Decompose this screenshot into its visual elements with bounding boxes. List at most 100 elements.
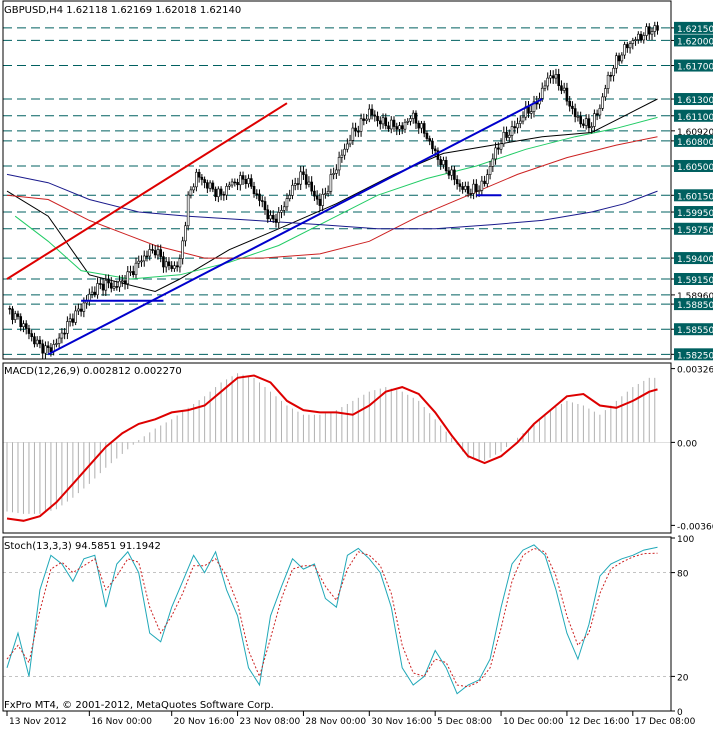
candle-body <box>255 193 259 196</box>
candle-body <box>13 313 17 320</box>
price-label-bg <box>674 348 713 361</box>
candle-body <box>343 148 346 156</box>
candle-body <box>650 31 654 35</box>
moving-average-ma-red <box>6 136 658 259</box>
candle-body <box>455 179 459 185</box>
candle-body <box>148 249 152 257</box>
candle-body <box>516 123 519 129</box>
candle-body <box>142 255 146 262</box>
time-tick-label: 20 Nov 16:00 <box>174 717 235 727</box>
candle-body <box>499 143 503 150</box>
candle-body <box>631 40 635 44</box>
candle-body <box>310 181 313 192</box>
candle-body <box>178 258 182 268</box>
price-frame <box>2 0 672 360</box>
moving-average-ma-navy <box>6 173 658 230</box>
price-tick-label: 1.61300 <box>677 96 713 106</box>
candle-body <box>159 249 163 257</box>
candle-body <box>22 323 25 327</box>
candle-body <box>230 181 234 186</box>
candle-body <box>269 215 272 220</box>
trend-line-upper-channel <box>6 102 288 280</box>
candle-body <box>260 200 264 202</box>
candle-body <box>170 265 173 269</box>
candle-body <box>601 96 604 109</box>
price-label-bg <box>674 272 713 285</box>
candle-body <box>126 271 130 285</box>
candle-body <box>411 112 415 119</box>
candle-body <box>16 313 20 317</box>
price-tick-label: 1.60150 <box>677 192 713 202</box>
candle-body <box>612 67 615 76</box>
candle-body <box>24 323 28 329</box>
candle-body <box>431 140 434 150</box>
price-label-bg <box>674 59 713 72</box>
macd-frame <box>2 362 672 534</box>
candle-body <box>642 35 646 41</box>
candle-body <box>554 74 558 79</box>
candle-body <box>44 345 47 354</box>
candle-body <box>222 194 226 196</box>
time-tick-label: 17 Dec 08:00 <box>635 717 696 727</box>
price-header: GBPUSD,H4 1.62118 1.62169 1.62018 1.6214… <box>4 5 241 16</box>
candle-body <box>576 116 580 118</box>
candle-body <box>425 133 429 139</box>
candle-body <box>115 286 119 288</box>
candle-body <box>219 188 223 195</box>
trend-line-lower-channel <box>47 98 543 356</box>
candle-body <box>129 271 132 273</box>
candle-body <box>532 101 536 112</box>
candle-body <box>617 55 621 62</box>
candle-body <box>41 343 44 354</box>
candle-body <box>175 265 179 268</box>
candle-body <box>568 100 571 107</box>
candle-body <box>565 87 569 102</box>
candle-body <box>233 181 237 184</box>
candle-body <box>461 186 464 190</box>
candle-body <box>590 126 593 129</box>
candle-body <box>378 120 382 125</box>
candle-body <box>579 116 582 125</box>
price-tick-label: 1.59750 <box>677 226 713 236</box>
price-tick-label: 1.60500 <box>677 163 713 173</box>
price-label-bg <box>674 109 713 122</box>
candle-body <box>340 154 344 158</box>
candle-body <box>137 260 141 264</box>
candle-body <box>653 25 657 32</box>
price-tick-label: 1.62000 <box>677 37 713 47</box>
candle-body <box>120 280 124 283</box>
candle-body <box>189 189 193 196</box>
candle-body <box>88 293 91 302</box>
stoch-main-line <box>6 544 658 695</box>
candle-body <box>299 171 302 185</box>
copyright-footer: FxPro MT4, © 2001-2012, MetaQuotes Softw… <box>4 700 274 711</box>
candle-body <box>293 183 297 186</box>
candle-body <box>107 280 110 284</box>
price-panel[interactable] <box>6 21 659 360</box>
macd-panel[interactable] <box>3 373 671 522</box>
candle-body <box>370 108 374 116</box>
candle-body <box>203 179 206 183</box>
price-label-bg <box>674 252 713 265</box>
candle-body <box>447 170 451 176</box>
price-tick-label: 1.61700 <box>677 63 713 73</box>
candle-body <box>131 271 135 276</box>
price-tick-label: 1.59150 <box>677 276 713 286</box>
candle-body <box>359 118 363 132</box>
stochastic-panel[interactable] <box>3 544 671 695</box>
candle-body <box>57 337 61 344</box>
candle-body <box>604 88 607 98</box>
candle-body <box>357 130 360 133</box>
price-label-bg <box>674 134 713 147</box>
candle-body <box>49 347 53 353</box>
candle-body <box>428 138 431 142</box>
candle-body <box>422 123 426 134</box>
candle-body <box>195 171 198 188</box>
stoch-tick-label: 0 <box>677 708 683 718</box>
candle-body <box>373 114 377 117</box>
candle-body <box>395 126 399 130</box>
candle-body <box>326 190 330 194</box>
time-tick-label: 30 Nov 16:00 <box>371 717 432 727</box>
price-tick-label: 1.58960 <box>677 292 713 302</box>
candle-body <box>477 190 481 192</box>
